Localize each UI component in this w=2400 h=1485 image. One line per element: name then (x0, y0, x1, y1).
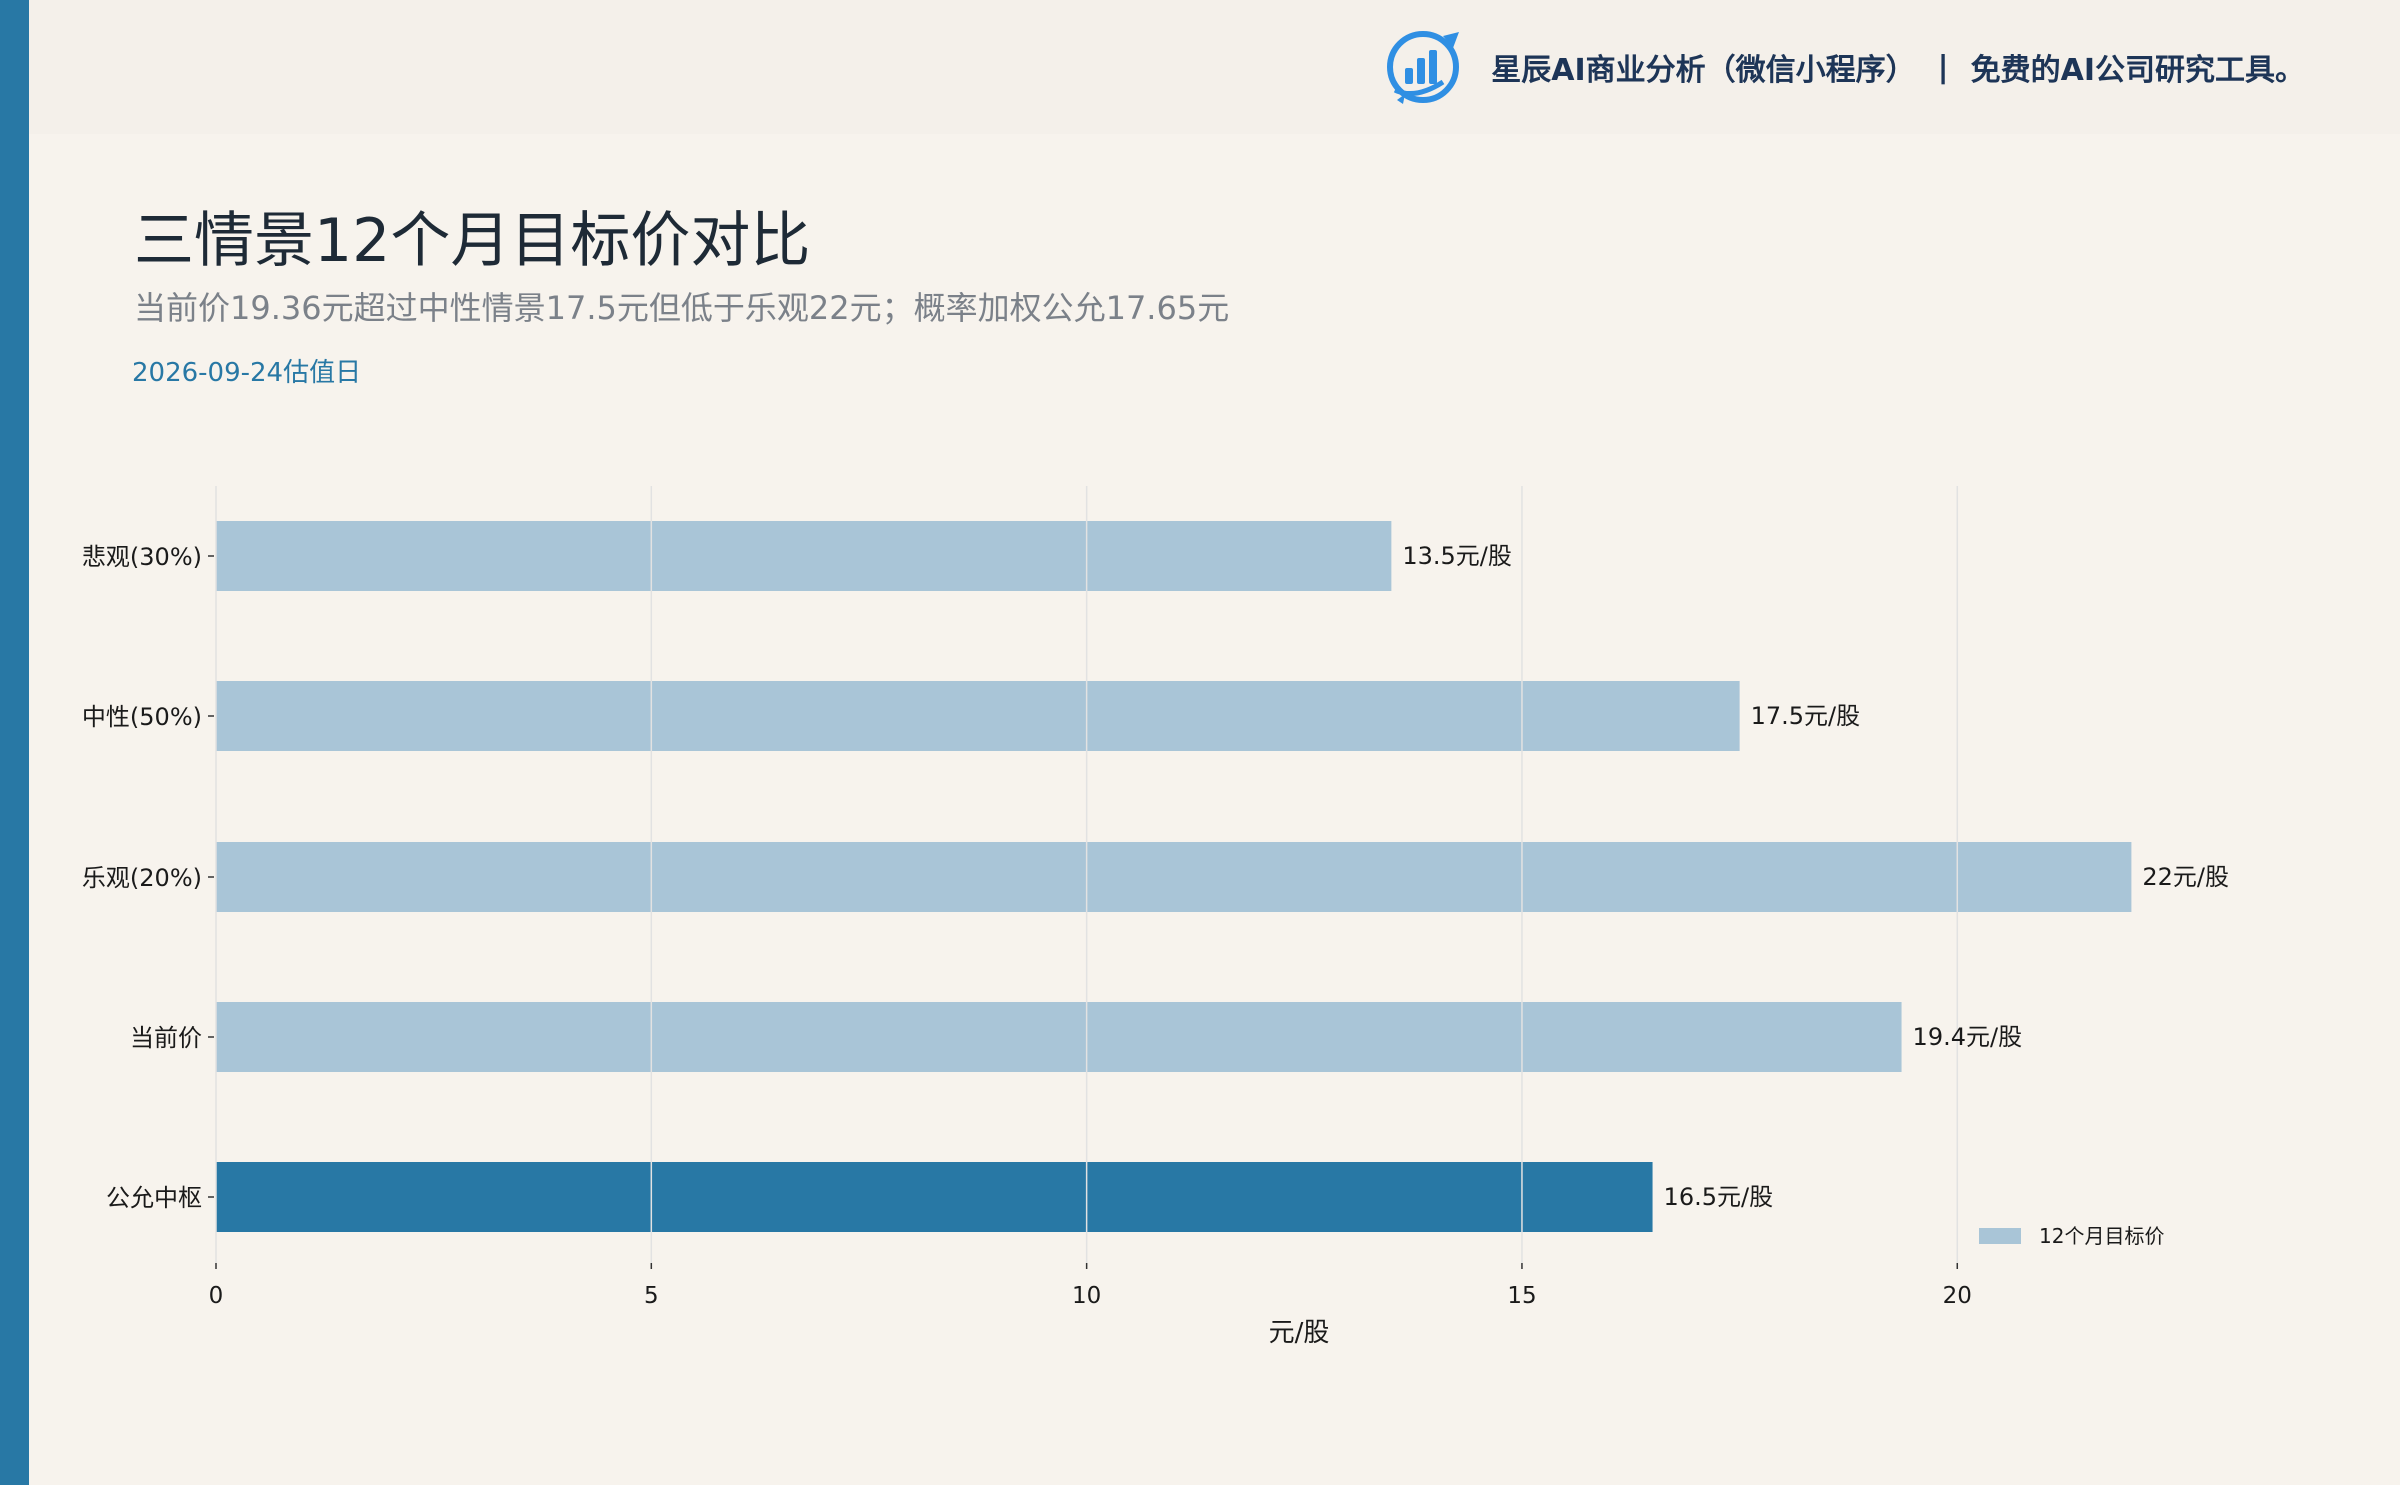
ytick-label-1: 中性(50%) (82, 703, 202, 731)
chart-title: 三情景12个月目标价对比 (134, 206, 811, 276)
ytick-label-2: 乐观(20%) (82, 864, 202, 892)
data-label-1: 17.5元/股 (1751, 702, 1861, 730)
data-label-2: 22元/股 (2142, 863, 2229, 891)
bar-3 (216, 1002, 1902, 1072)
header: 星辰AI商业分析（微信小程序） | 免费的AI公司研究工具。 (29, 0, 2400, 134)
brand-logo-icon (1387, 31, 1460, 104)
xtick-label-0: 0 (209, 1283, 224, 1309)
xtick-label-1: 5 (644, 1283, 659, 1309)
brand[interactable]: 星辰AI商业分析（微信小程序） | 免费的AI公司研究工具。 (1385, 22, 2305, 112)
brand-separator: | (1937, 49, 1949, 85)
bar-0 (216, 521, 1392, 591)
bar-2 (216, 842, 2132, 912)
bar-4 (216, 1162, 1653, 1232)
brand-name: 星辰AI商业分析（微信小程序） (1491, 53, 1916, 88)
xtick-label-4: 20 (1943, 1283, 1972, 1309)
data-label-0: 13.5元/股 (1402, 542, 1512, 570)
x-axis-label: 元/股 (1269, 1318, 1330, 1348)
valuation-date: 2026-09-24估值日 (132, 358, 362, 388)
ytick-label-4: 公允中枢 (106, 1184, 202, 1212)
data-label-4: 16.5元/股 (1664, 1183, 1774, 1211)
brand-tagline: 免费的AI公司研究工具。 (1970, 53, 2305, 88)
xtick-label-2: 10 (1072, 1283, 1101, 1309)
bar-1 (216, 681, 1740, 751)
xtick-label-3: 15 (1507, 1283, 1536, 1309)
ytick-label-3: 当前价 (130, 1024, 202, 1052)
legend-label: 12个月目标价 (2039, 1224, 2164, 1248)
ytick-label-0: 悲观(30%) (82, 543, 202, 571)
data-label-3: 19.4元/股 (1913, 1023, 2023, 1051)
accent-bar (0, 0, 29, 1485)
chart-subtitle: 当前价19.36元超过中性情景17.5元但低于乐观22元；概率加权公允17.65… (134, 289, 1230, 327)
legend-swatch (1979, 1228, 2021, 1244)
